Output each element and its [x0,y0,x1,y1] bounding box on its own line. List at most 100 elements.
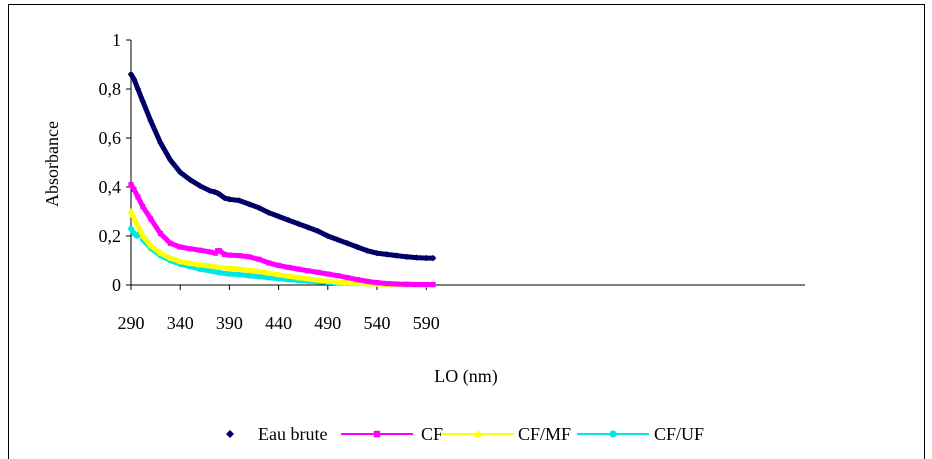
data-point [265,270,272,276]
data-point [315,269,321,275]
data-point [207,249,213,255]
x-tick-label: 440 [265,313,292,333]
data-point [354,277,360,283]
data-point [275,213,282,220]
data-point [354,280,361,286]
data-point [295,274,302,281]
data-point [304,275,312,282]
data-point [394,281,400,287]
data-point [285,264,291,270]
data-point [221,194,228,202]
data-point [186,176,194,183]
data-point [216,264,223,270]
data-point [276,262,282,268]
legend-label: CF/MF [518,424,571,444]
data-point [187,246,193,252]
data-point [275,271,282,278]
legend-item: CF/UF [577,424,704,444]
data-point [135,194,141,200]
data-point [177,244,183,250]
legend-item: CF [341,424,443,444]
data-point [196,182,204,189]
y-tick-label: 0,8 [99,79,122,99]
x-tick-label: 290 [118,313,145,333]
data-point [429,254,437,262]
data-point [127,71,135,78]
data-point [305,268,311,274]
data-point [314,276,322,283]
data-point [295,220,302,227]
legend-marker [609,430,617,438]
data-point [354,243,361,251]
data-point [236,197,243,204]
y-tick-label: 0,6 [99,128,122,148]
data-point [285,216,292,224]
x-tick-label: 390 [216,313,243,333]
data-point [265,274,272,281]
x-tick-label: 340 [167,313,194,333]
data-point [226,252,232,258]
data-point [186,260,194,266]
data-point [403,281,410,287]
data-point [256,256,262,262]
data-point [344,279,351,286]
series-layer [127,71,437,288]
data-point [256,273,262,280]
data-point [344,275,351,281]
tick-labels: 0 0,2 0,4 0,6 0,8 1 290 340 390 440 490 540 590 [99,30,440,333]
data-point [226,196,233,203]
legend-label: CF/UF [654,424,704,444]
legend-marker [373,430,381,438]
data-point [167,156,174,164]
data-point [364,278,370,284]
data-point [373,249,381,257]
data-point [206,187,213,194]
data-point [216,269,223,276]
data-point [197,247,203,253]
data-point [236,271,243,278]
data-point [344,240,351,247]
data-point [148,216,154,222]
data-point [314,227,322,235]
data-point [167,240,173,246]
y-tick-label: 0,2 [99,226,122,246]
data-point [167,254,174,261]
data-point [255,268,263,275]
data-point [157,139,164,147]
data-point [295,266,301,272]
legend-marker [474,430,482,438]
data-point [413,254,420,261]
data-point [304,224,312,231]
data-point [140,204,146,210]
series-line [128,182,436,287]
data-point [139,98,147,105]
data-point [374,279,380,286]
data-point [255,204,263,212]
y-tick-label: 0,4 [99,177,122,197]
data-point [403,253,410,261]
data-point [130,76,138,83]
data-point [197,266,203,272]
data-point [127,208,135,215]
data-point [134,223,142,229]
series-line [128,71,436,261]
legend-item: Eau brute [226,424,327,444]
legend-label: Eau brute [258,424,327,444]
data-point [265,209,272,216]
legend-item: CF/MF [442,424,571,444]
data-point [246,272,252,279]
data-point [335,273,341,279]
chart-axes [126,39,805,290]
x-tick-label: 590 [413,313,440,333]
data-point [413,281,419,288]
data-point [216,191,223,198]
y-tick-label: 0 [112,275,121,295]
data-point [157,249,164,256]
data-point [423,281,429,288]
data-point [285,272,292,279]
legend: Eau brute CF CF/MF CF/UF [226,424,704,444]
data-point [128,225,134,232]
series-eau-brute [127,71,437,262]
data-point [147,242,154,249]
x-axis-label: LO (nm) [434,366,497,387]
